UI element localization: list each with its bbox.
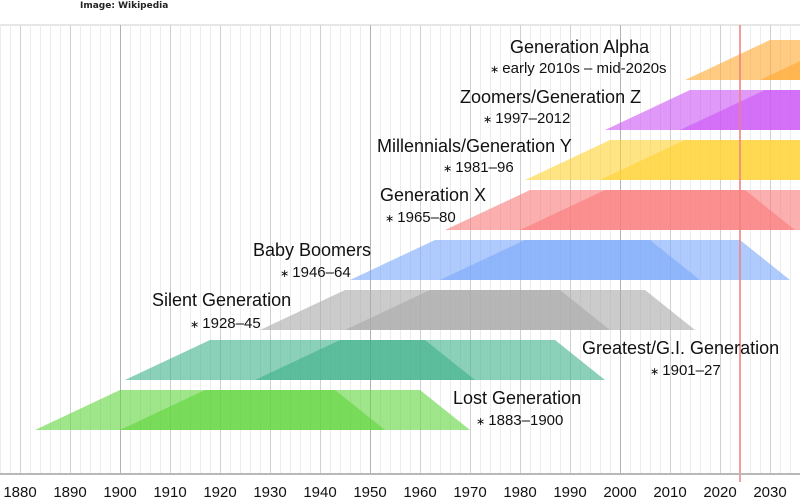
generation-range: ∗ 1883–1900	[476, 412, 563, 429]
generation-name: Millennials/Generation Y	[377, 136, 572, 156]
x-tick-label: 2000	[603, 484, 636, 500]
x-tick-label: 1950	[353, 484, 386, 500]
generation-name: Generation Alpha	[510, 37, 650, 57]
generation-range: ∗ 1965–80	[385, 209, 456, 226]
generation-name: Zoomers/Generation Z	[460, 87, 641, 107]
generation-trapezoid	[120, 390, 470, 430]
generation-name: Baby Boomers	[253, 240, 371, 260]
range-label: early 2010s – mid-2020s	[502, 60, 666, 77]
generation-labels: Generation Alpha ∗ early 2010s – mid-2020…	[152, 37, 779, 429]
generation-band	[525, 140, 800, 180]
x-tick-label: 1940	[303, 484, 336, 500]
x-tick-label: 1980	[503, 484, 536, 500]
bullet-icon: ∗	[443, 163, 455, 175]
generation-trapezoid	[345, 290, 695, 330]
generation-band	[125, 340, 605, 380]
bullet-icon: ∗	[650, 366, 662, 378]
generation-range: ∗ early 2010s – mid-2020s	[490, 60, 667, 77]
x-tick-label: 1920	[203, 484, 236, 500]
generation-trapezoid	[520, 190, 800, 230]
generation-band	[260, 290, 695, 330]
bullet-icon: ∗	[280, 268, 292, 280]
x-tick-label: 1990	[553, 484, 586, 500]
range-label: 1883–1900	[488, 412, 563, 429]
generation-name: Greatest/G.I. Generation	[582, 338, 779, 358]
generation-band	[350, 240, 790, 280]
generation-range: ∗ 1901–27	[650, 362, 721, 379]
range-label: 1981–96	[455, 159, 513, 176]
generation-name: Silent Generation	[152, 290, 291, 310]
x-tick-label: 2030	[753, 484, 786, 500]
generation-trapezoid	[760, 61, 800, 80]
x-tick-label: 1930	[253, 484, 286, 500]
generation-trapezoid	[440, 240, 790, 280]
generation-range: ∗ 1928–45	[190, 315, 261, 332]
range-label: 1901–27	[662, 362, 720, 379]
generation-bands	[35, 25, 800, 482]
generation-band	[35, 390, 470, 430]
x-tick-label: 1900	[103, 484, 136, 500]
range-label: 1965–80	[397, 209, 455, 226]
range-label: 1946–64	[292, 264, 350, 281]
generation-range: ∗ 1981–96	[443, 159, 514, 176]
generation-trapezoid	[685, 40, 800, 80]
bullet-icon: ∗	[483, 114, 495, 126]
generation-band	[445, 190, 800, 230]
bullet-icon: ∗	[490, 64, 502, 76]
range-label: 1928–45	[202, 315, 260, 332]
x-tick-label: 2020	[703, 484, 736, 500]
bullet-icon: ∗	[385, 213, 397, 225]
generation-band	[685, 40, 800, 80]
generation-trapezoid	[255, 340, 605, 380]
generation-name: Lost Generation	[453, 388, 581, 408]
range-label: 1997–2012	[495, 110, 570, 127]
x-tick-label: 1890	[53, 484, 86, 500]
x-tick-label: 2010	[653, 484, 686, 500]
generation-name: Generation X	[380, 185, 486, 205]
generation-range: ∗ 1946–64	[280, 264, 351, 281]
x-axis: 1880 1890 1900 1910 1920 1930 1940 1950 1960 1970…	[0, 473, 800, 500]
bullet-icon: ∗	[476, 416, 488, 428]
generation-trapezoid	[600, 140, 800, 180]
x-tick-label: 1960	[403, 484, 436, 500]
generation-range: ∗ 1997–2012	[483, 110, 570, 127]
x-tick-label: 1880	[3, 484, 36, 500]
image-credit: Image: Wikipedia	[80, 1, 169, 11]
bullet-icon: ∗	[190, 319, 202, 331]
x-tick-label: 1970	[453, 484, 486, 500]
x-tick-label: 1910	[153, 484, 186, 500]
